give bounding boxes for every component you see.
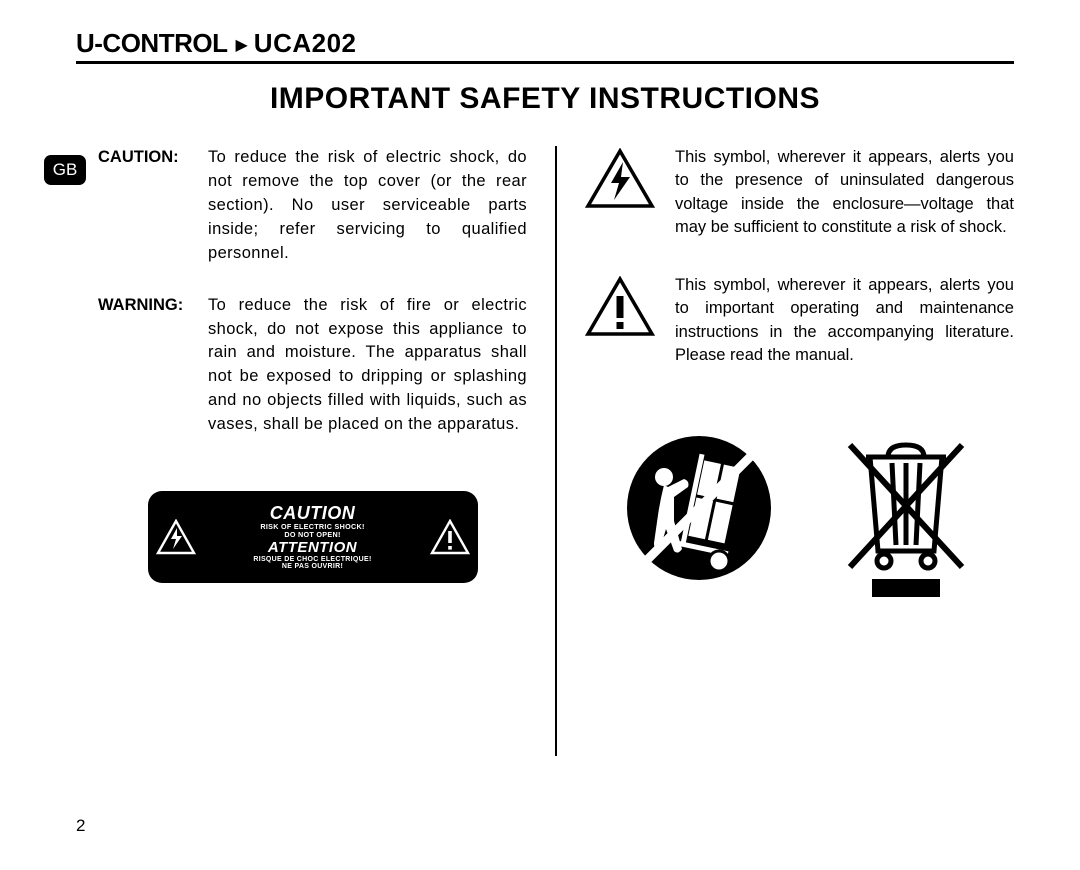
right-column: This symbol, wherever it appears, alerts… (557, 146, 1014, 756)
warning-notice: WARNING: To reduce the risk of fire or e… (98, 294, 527, 438)
header-model: UCA202 (254, 28, 357, 59)
plate-exclaim-icon (422, 519, 478, 555)
exclaim-triangle-icon (585, 276, 657, 368)
plate-text: CAUTION RISK OF ELECTRIC SHOCK!DO NOT OP… (204, 504, 422, 571)
caution-text: To reduce the risk of electric shock, do… (208, 146, 527, 266)
handtruck-icon (624, 433, 774, 608)
weee-bin-icon (836, 433, 976, 608)
page-number: 2 (76, 816, 85, 836)
manual-symbol-text: This symbol, wherever it appears, alerts… (675, 274, 1014, 368)
content-columns: CAUTION: To reduce the risk of electric … (98, 146, 1014, 756)
manual-symbol-row: This symbol, wherever it appears, alerts… (585, 274, 1014, 368)
caution-label: CAUTION: (98, 146, 208, 266)
plate-line1: CAUTION (204, 504, 422, 522)
plate-line4: RISQUE DE CHOC ELECTRIQUE!NE PAS OUVRIR! (204, 556, 422, 570)
plate-voltage-icon (148, 519, 204, 555)
compliance-icons (585, 433, 1014, 608)
caution-plate: CAUTION RISK OF ELECTRIC SHOCK!DO NOT OP… (148, 491, 478, 583)
caution-plate-wrap: CAUTION RISK OF ELECTRIC SHOCK!DO NOT OP… (98, 491, 527, 583)
warning-text: To reduce the risk of fire or electric s… (208, 294, 527, 438)
header-separator-icon: ▶ (235, 35, 247, 55)
header-brand: U-CONTROL (76, 28, 227, 59)
voltage-symbol-text: This symbol, wherever it appears, alerts… (675, 146, 1014, 240)
caution-notice: CAUTION: To reduce the risk of electric … (98, 146, 527, 266)
language-badge: GB (44, 155, 86, 185)
plate-line3: ATTENTION (204, 540, 422, 555)
voltage-triangle-icon (585, 148, 657, 240)
page-title: IMPORTANT SAFETY INSTRUCTIONS (76, 82, 1014, 116)
voltage-symbol-row: This symbol, wherever it appears, alerts… (585, 146, 1014, 240)
header: U-CONTROL ▶ UCA202 (76, 28, 1014, 64)
warning-label: WARNING: (98, 294, 208, 438)
plate-line2: RISK OF ELECTRIC SHOCK!DO NOT OPEN! (204, 523, 422, 538)
left-column: CAUTION: To reduce the risk of electric … (98, 146, 555, 756)
